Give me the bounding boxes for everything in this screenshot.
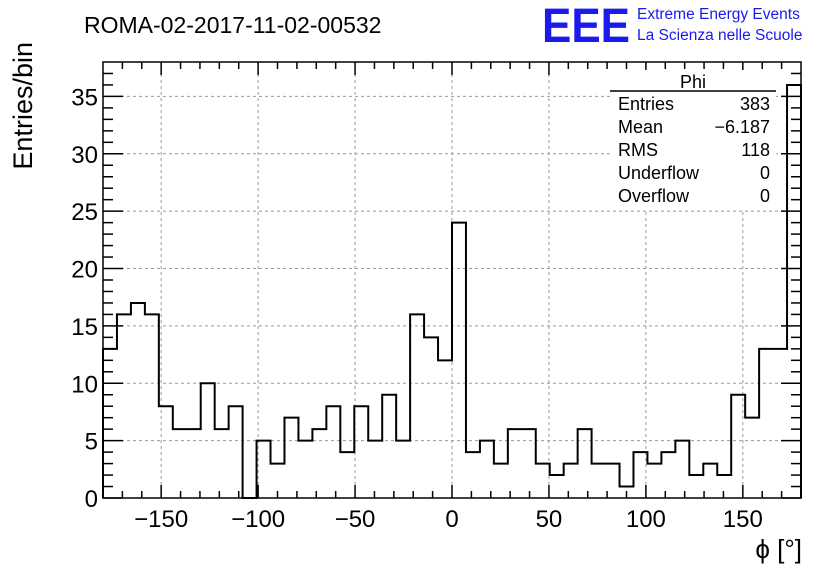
stats-box-title: Phi xyxy=(680,72,706,92)
stats-label-entries: Entries xyxy=(618,94,674,114)
logo-line2: La Scienza nelle Scuole xyxy=(637,27,802,44)
x-tick-label: −150 xyxy=(134,506,188,533)
stats-value-rms: 118 xyxy=(741,140,770,160)
x-tick-label: 50 xyxy=(536,506,563,533)
stats-value-mean: −6.187 xyxy=(714,117,770,137)
y-tick-label: 35 xyxy=(71,84,98,111)
y-tick-label: 20 xyxy=(71,257,98,284)
x-tick-label: 150 xyxy=(723,506,763,533)
stats-label-mean: Mean xyxy=(618,117,663,137)
stats-label-underflow: Underflow xyxy=(618,163,700,183)
stats-label-rms: RMS xyxy=(618,140,658,160)
y-tick-label: 5 xyxy=(85,429,98,456)
eee-logo: EEE Extreme Energy Events La Scienza nel… xyxy=(542,0,802,53)
y-axis-label: Entries/bin xyxy=(8,42,38,170)
y-tick-label: 10 xyxy=(71,371,98,398)
x-tick-label: −50 xyxy=(335,506,376,533)
stats-label-overflow: Overflow xyxy=(618,186,690,206)
x-tick-label: −100 xyxy=(231,506,285,533)
chart-title: ROMA-02-2017-11-02-00532 xyxy=(84,12,381,38)
stats-box: Phi Entries 383 Mean −6.187 RMS 118 Unde… xyxy=(610,70,776,210)
y-tick-label: 0 xyxy=(85,486,98,513)
stats-value-entries: 383 xyxy=(740,94,770,114)
y-tick-label: 15 xyxy=(71,314,98,341)
axis-ticks xyxy=(103,62,801,499)
x-tick-label: 0 xyxy=(445,506,458,533)
x-tick-label: 100 xyxy=(626,506,666,533)
stats-value-overflow: 0 xyxy=(760,186,770,206)
histogram-outline xyxy=(102,83,802,499)
y-tick-label: 25 xyxy=(71,199,98,226)
x-axis-label: ϕ [°] xyxy=(755,534,802,564)
tick-labels: −150 −100 −50 0 50 100 150 0 5 10 15 20 25 30 35 xyxy=(71,84,763,533)
stats-value-underflow: 0 xyxy=(760,163,770,183)
stats-box-background xyxy=(610,70,776,210)
logo-mark: EEE xyxy=(542,0,630,53)
logo-line1: Extreme Energy Events xyxy=(637,6,800,23)
y-tick-label: 30 xyxy=(71,142,98,169)
